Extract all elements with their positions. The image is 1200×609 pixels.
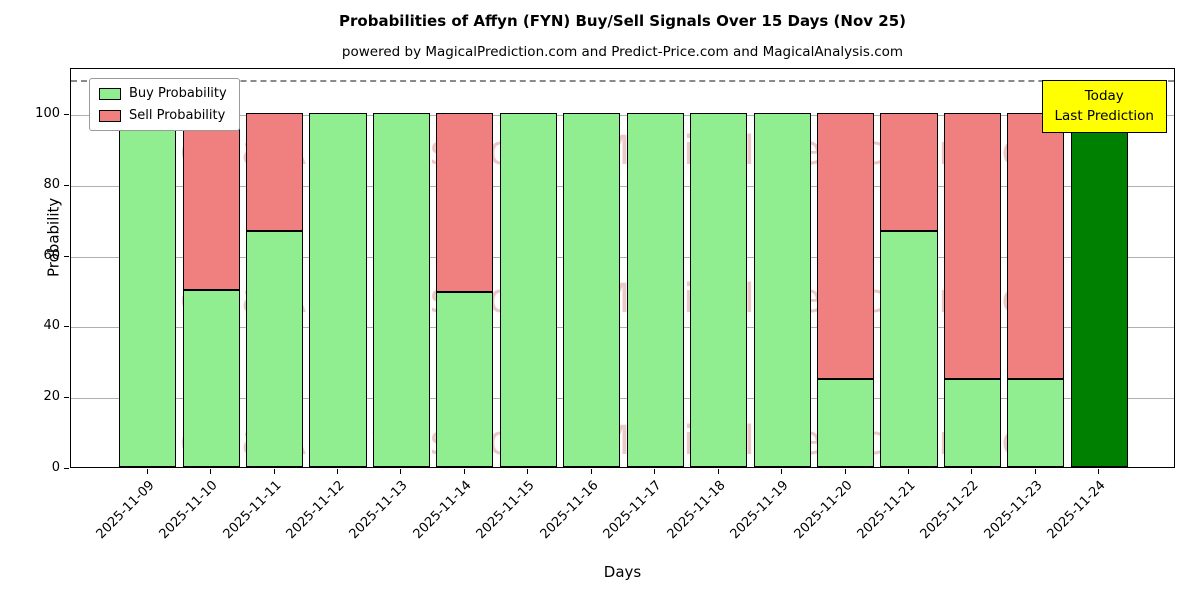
x-tick-mark (844, 469, 846, 474)
x-tick-label: 2025-11-12 (283, 478, 348, 543)
bar-buy-segment (880, 230, 938, 467)
x-tick-mark (210, 469, 212, 474)
y-tick-mark (64, 468, 69, 469)
bar-buy-segment (182, 290, 240, 467)
legend-sell-label: Sell Probability (129, 108, 226, 123)
x-tick-label: 2025-11-17 (600, 478, 665, 543)
bar-buy-segment (563, 113, 621, 467)
x-tick-mark (781, 469, 783, 474)
x-tick-mark (337, 469, 339, 474)
x-tick-label: 2025-11-21 (854, 478, 919, 543)
y-tick-label: 60 (43, 247, 60, 263)
bar-sell-segment (816, 113, 875, 379)
legend-item-buy: Buy Probability (99, 86, 227, 101)
bar-sell-segment (1007, 113, 1065, 379)
bar-buy-segment (246, 230, 304, 467)
bar-buy-segment (499, 113, 557, 467)
buy-swatch (99, 87, 121, 100)
bar-buy-segment (372, 113, 431, 467)
legend-buy-label: Buy Probability (129, 86, 227, 101)
gridline (71, 327, 1174, 329)
y-tick-mark (64, 326, 69, 328)
bar-buy-segment (943, 378, 1001, 467)
chart-subtitle: powered by MagicalPrediction.com and Pre… (341, 44, 904, 60)
bar-buy-segment (309, 113, 367, 467)
y-tick-mark (64, 114, 69, 116)
x-axis-label: Days (603, 563, 642, 581)
annotation-line-1: Today (1084, 88, 1124, 104)
bar-buy-segment (626, 113, 684, 467)
x-tick-label: 2025-11-09 (93, 478, 158, 543)
bar-buy-segment (690, 113, 748, 467)
x-tick-label: 2025-11-13 (347, 478, 412, 543)
x-tick-label: 2025-11-22 (917, 478, 983, 543)
x-tick-label: 2025-11-11 (220, 478, 285, 543)
x-tick-mark (463, 469, 465, 474)
dashed-threshold-line (71, 79, 1174, 82)
plot-area: Buy Probability Sell Probability Today L… (70, 68, 1175, 468)
bar-sell-segment (880, 113, 938, 231)
y-tick-label: 80 (43, 176, 60, 192)
gridline (71, 398, 1174, 400)
bar-sell-segment (943, 113, 1001, 379)
x-tick-mark (146, 469, 148, 474)
x-tick-mark (1098, 469, 1100, 474)
y-tick-mark (64, 184, 69, 186)
y-axis-label: Probability (44, 197, 63, 277)
legend: Buy Probability Sell Probability (89, 78, 240, 131)
x-tick-mark (590, 469, 592, 474)
bar-sell-segment (246, 113, 304, 231)
x-tick-label: 2025-11-18 (664, 478, 729, 543)
y-tick-label: 20 (43, 389, 60, 405)
x-tick-label: 2025-11-10 (156, 478, 221, 543)
gridline (71, 115, 1174, 117)
today-annotation: Today Last Prediction (1041, 80, 1167, 133)
x-tick-label: 2025-11-23 (981, 478, 1046, 543)
x-tick-mark (654, 469, 656, 474)
x-tick-label: 2025-11-14 (410, 478, 475, 543)
bar-sell-segment (436, 113, 494, 292)
x-tick-label: 2025-11-20 (791, 478, 856, 543)
bar-today-segment (1070, 113, 1128, 467)
x-tick-label: 2025-11-15 (473, 478, 538, 543)
y-tick-label: 0 (51, 460, 60, 475)
bar-buy-segment (436, 291, 494, 467)
bar-sell-segment (182, 113, 240, 291)
bar-buy-segment (753, 113, 811, 467)
annotation-line-2: Last Prediction (1054, 108, 1154, 125)
x-tick-label: 2025-11-24 (1044, 478, 1109, 543)
chart-title: Probabilities of Affyn (FYN) Buy/Sell Si… (339, 12, 906, 30)
y-tick-label: 40 (43, 318, 60, 334)
x-tick-mark (907, 469, 909, 474)
x-tick-mark (971, 469, 973, 474)
bar-buy-segment (1007, 378, 1065, 467)
x-tick-mark (273, 469, 275, 474)
gridline (71, 185, 1174, 187)
x-tick-label: 2025-11-19 (727, 478, 792, 543)
y-tick-mark (64, 397, 69, 399)
bar-buy-segment (816, 378, 875, 467)
x-tick-mark (1034, 469, 1036, 474)
x-tick-label: 2025-11-16 (537, 478, 602, 543)
gridline (71, 256, 1174, 258)
bar-buy-segment (119, 113, 177, 467)
legend-item-sell: Sell Probability (99, 108, 227, 123)
x-tick-mark (400, 469, 402, 474)
sell-swatch (99, 109, 121, 122)
y-tick-mark (64, 255, 69, 257)
x-tick-mark (717, 469, 719, 474)
y-tick-label: 100 (35, 106, 60, 122)
x-tick-mark (527, 469, 529, 474)
